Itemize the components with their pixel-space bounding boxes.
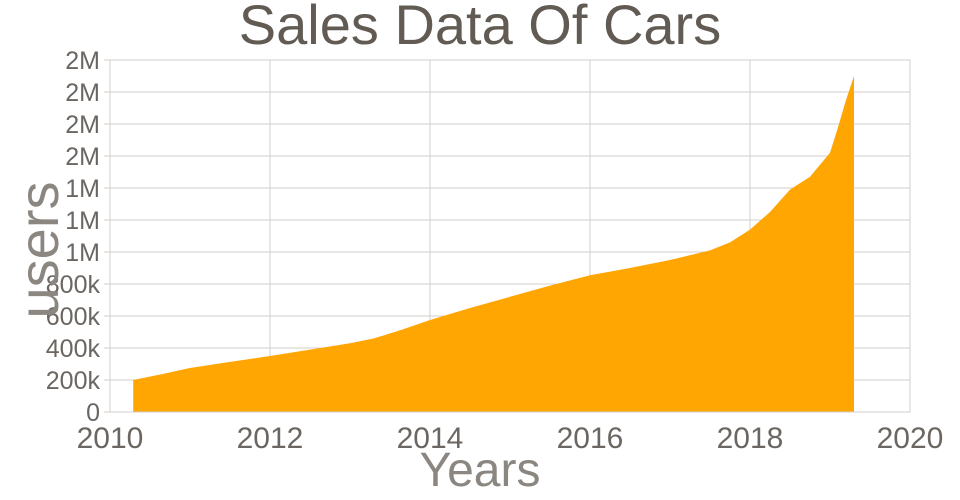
users-area [133,76,854,412]
y-axis-title: users [7,182,70,319]
y-tick-label: 2M [65,111,100,139]
y-tick-label: 200k [46,367,101,395]
y-tick-label: 2M [65,47,100,75]
y-tick-label: 1M [65,239,100,267]
chart-title: Sales Data Of Cars [239,0,721,56]
y-tick-label: 2M [65,79,100,107]
x-tick-label: 2018 [717,422,784,455]
y-tick-label: 400k [46,335,101,363]
y-tick-label: 1M [65,175,100,203]
y-tick-label: 800k [46,271,101,299]
y-tick-label: 1M [65,207,100,235]
x-tick-labels: 2010 2012 2014 2016 2018 2020 [77,422,944,455]
x-tick-label: 2016 [557,422,624,455]
x-axis-title: Years [420,444,541,497]
y-tick-label: 0 [86,399,100,427]
y-tick-label: 600k [46,303,101,331]
x-tick-label: 2020 [877,422,944,455]
x-tick-label: 2014 [397,422,464,455]
y-tick-labels: 0 200k 400k 600k 800k 1M 1M 1M 2M 2M 2M 2M [46,47,101,427]
x-tick-label: 2010 [77,422,144,455]
x-tick-label: 2012 [237,422,304,455]
y-tick-label: 2M [65,143,100,171]
plot-border [109,59,911,413]
plot-frame [109,59,911,413]
area-series [133,76,854,412]
